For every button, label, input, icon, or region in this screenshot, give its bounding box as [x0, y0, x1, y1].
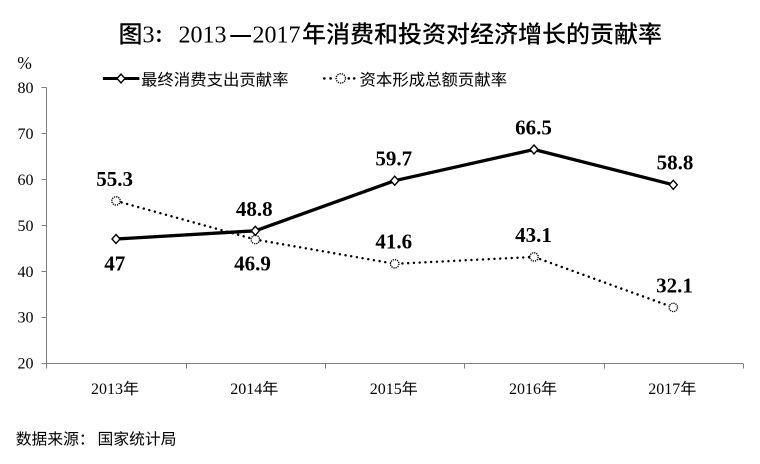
svg-text:58.8: 58.8 — [657, 151, 694, 175]
svg-text:80: 80 — [18, 80, 34, 97]
svg-text:60: 60 — [18, 172, 34, 189]
svg-text:55.3: 55.3 — [96, 167, 133, 191]
svg-text:2014: 2014 — [230, 381, 262, 398]
svg-text:50: 50 — [18, 218, 34, 235]
svg-text:2013: 2013 — [179, 23, 227, 49]
svg-text:3: 3 — [143, 23, 155, 49]
svg-text:%: % — [17, 53, 32, 73]
svg-text:48.8: 48.8 — [236, 197, 273, 221]
svg-text:70: 70 — [18, 126, 34, 143]
svg-text:66.5: 66.5 — [515, 115, 552, 139]
svg-text:43.1: 43.1 — [515, 223, 552, 247]
svg-text:30: 30 — [18, 310, 34, 327]
svg-text:41.6: 41.6 — [375, 230, 412, 254]
svg-text:2017: 2017 — [253, 23, 301, 49]
svg-text:47: 47 — [104, 252, 125, 276]
svg-text:40: 40 — [18, 264, 34, 281]
svg-text:32.1: 32.1 — [656, 273, 693, 297]
svg-text:46.9: 46.9 — [234, 252, 271, 276]
svg-text:2013: 2013 — [91, 381, 123, 398]
svg-text:2015: 2015 — [370, 381, 402, 398]
svg-text:2016: 2016 — [509, 381, 541, 398]
svg-text:59.7: 59.7 — [375, 147, 412, 171]
svg-text:2017: 2017 — [648, 381, 680, 398]
svg-text:20: 20 — [18, 356, 34, 373]
